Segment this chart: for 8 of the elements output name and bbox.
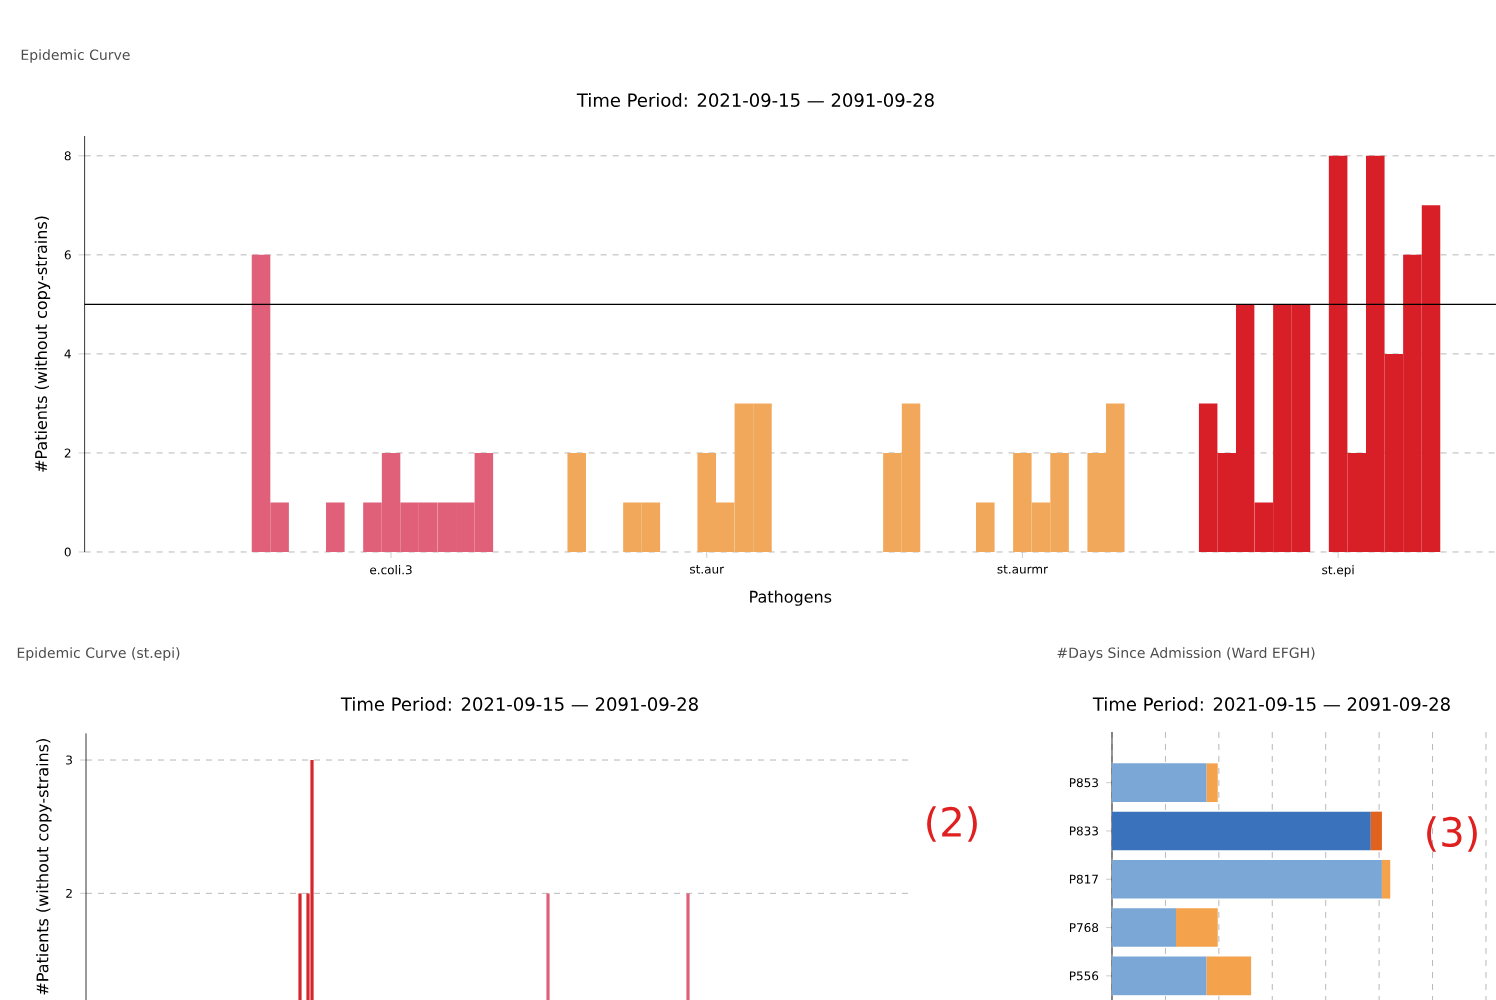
y-axis-title: #Patients (without copy-strains) — [36, 739, 52, 995]
x-axis-title: Pathogens — [750, 590, 832, 606]
text: (3) — [1427, 816, 1477, 852]
chart-subtitle: Time Period: 2021-09-15 — 2091-09-28 — [1092, 697, 1450, 711]
chart-subtitle: Time Period: 2021-09-15 — 2091-09-28 — [576, 93, 934, 107]
y-axis-title: #Patients (without copy-strains) — [34, 216, 51, 472]
text: (2) — [927, 806, 977, 842]
chart-subtitle: Time Period: 2021-09-15 — 2091-09-28 — [340, 697, 698, 711]
